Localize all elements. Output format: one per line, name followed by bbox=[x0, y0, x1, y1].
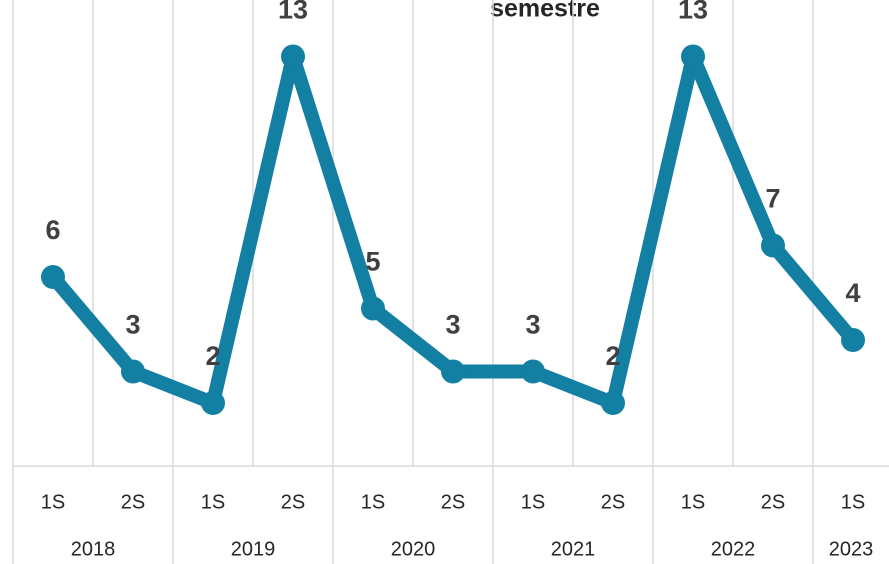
marker bbox=[521, 359, 545, 384]
data-label: 4 bbox=[845, 278, 860, 308]
x-tick-label: 2S bbox=[761, 491, 785, 513]
marker bbox=[601, 391, 625, 415]
x-tick-label: 1S bbox=[361, 491, 385, 513]
data-label: 3 bbox=[445, 310, 460, 340]
group-label: 2021 bbox=[551, 538, 596, 560]
data-label: 13 bbox=[278, 0, 308, 25]
x-tick-label: 1S bbox=[681, 491, 705, 513]
x-tick-label: 1S bbox=[521, 491, 545, 513]
data-label: 13 bbox=[678, 0, 708, 25]
data-label: 2 bbox=[205, 341, 220, 371]
group-label: 2018 bbox=[71, 538, 116, 560]
x-tick-label: 2S bbox=[121, 491, 145, 513]
data-label: 5 bbox=[365, 247, 380, 277]
x-tick-label: 1S bbox=[201, 491, 225, 513]
marker bbox=[281, 44, 305, 69]
x-tick-label: 2S bbox=[441, 491, 465, 513]
marker bbox=[761, 233, 785, 258]
data-label: 2 bbox=[605, 341, 620, 371]
data-label: 3 bbox=[125, 310, 140, 340]
grid-layer bbox=[12, 0, 889, 564]
group-label: 2022 bbox=[711, 538, 756, 560]
marker bbox=[121, 359, 145, 384]
x-tick-label: 2S bbox=[601, 491, 625, 513]
data-label: 7 bbox=[765, 184, 780, 214]
x-tick-label: 2S bbox=[281, 491, 305, 513]
marker bbox=[441, 359, 465, 384]
data-label: 6 bbox=[45, 215, 60, 245]
x-tick-label: 1S bbox=[41, 491, 65, 513]
group-label: 2020 bbox=[391, 538, 436, 560]
marker bbox=[41, 265, 65, 289]
group-label: 2023 bbox=[829, 538, 874, 560]
marker bbox=[361, 296, 385, 321]
x-tick-label: 1S bbox=[841, 491, 865, 513]
marker bbox=[841, 328, 865, 352]
group-label: 2019 bbox=[231, 538, 276, 560]
chart-title: semestre bbox=[490, 0, 600, 23]
marker bbox=[681, 44, 705, 69]
marker bbox=[201, 391, 225, 415]
data-label: 3 bbox=[525, 310, 540, 340]
